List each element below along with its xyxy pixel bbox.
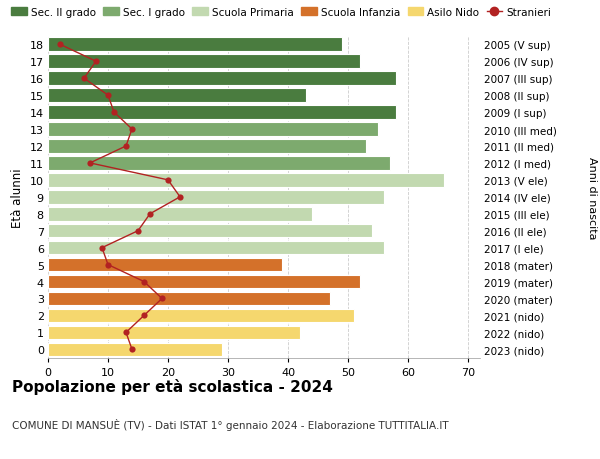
Point — [103, 261, 113, 269]
Bar — [48, 39, 342, 52]
Bar — [48, 89, 306, 103]
Bar — [48, 157, 390, 170]
Point — [139, 312, 149, 319]
Text: Popolazione per età scolastica - 2024: Popolazione per età scolastica - 2024 — [12, 379, 333, 395]
Bar — [48, 326, 300, 339]
Bar — [48, 258, 282, 272]
Bar — [48, 309, 354, 323]
Point — [79, 75, 89, 83]
Text: COMUNE DI MANSUÈ (TV) - Dati ISTAT 1° gennaio 2024 - Elaborazione TUTTITALIA.IT: COMUNE DI MANSUÈ (TV) - Dati ISTAT 1° ge… — [12, 418, 449, 430]
Point — [103, 92, 113, 100]
Point — [97, 245, 107, 252]
Point — [163, 177, 173, 184]
Y-axis label: Età alunni: Età alunni — [11, 168, 24, 227]
Point — [133, 228, 143, 235]
Point — [139, 278, 149, 285]
Bar — [48, 275, 360, 289]
Point — [121, 143, 131, 150]
Text: Anni di nascita: Anni di nascita — [587, 156, 597, 239]
Bar — [48, 343, 222, 356]
Point — [109, 109, 119, 117]
Point — [157, 295, 167, 302]
Bar — [48, 72, 396, 86]
Bar — [48, 292, 330, 306]
Legend: Sec. II grado, Sec. I grado, Scuola Primaria, Scuola Infanzia, Asilo Nido, Stran: Sec. II grado, Sec. I grado, Scuola Prim… — [11, 7, 551, 17]
Bar — [48, 123, 378, 136]
Point — [175, 194, 185, 201]
Bar — [48, 190, 384, 204]
Point — [121, 329, 131, 336]
Bar — [48, 174, 444, 187]
Bar — [48, 140, 366, 153]
Bar — [48, 207, 312, 221]
Point — [127, 126, 137, 134]
Point — [91, 58, 101, 66]
Point — [145, 211, 155, 218]
Bar — [48, 106, 396, 120]
Point — [85, 160, 95, 167]
Point — [55, 41, 65, 49]
Point — [127, 346, 137, 353]
Bar — [48, 241, 384, 255]
Bar — [48, 56, 360, 69]
Bar — [48, 224, 372, 238]
